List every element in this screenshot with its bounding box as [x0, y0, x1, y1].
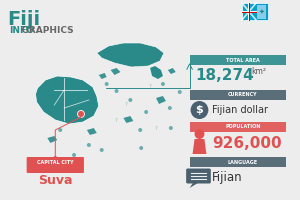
Polygon shape [87, 128, 97, 135]
Circle shape [168, 106, 172, 110]
Circle shape [128, 98, 132, 102]
Circle shape [53, 156, 57, 160]
Circle shape [144, 110, 148, 114]
FancyBboxPatch shape [190, 55, 286, 65]
Circle shape [58, 128, 62, 132]
Text: LANGUAGE: LANGUAGE [228, 160, 258, 164]
Text: $: $ [196, 105, 203, 115]
Text: 18,274: 18,274 [196, 68, 254, 82]
Polygon shape [47, 136, 57, 143]
Text: km²: km² [251, 66, 266, 75]
Circle shape [169, 126, 173, 130]
Circle shape [138, 128, 142, 132]
FancyBboxPatch shape [190, 157, 286, 167]
FancyBboxPatch shape [186, 168, 211, 184]
Text: ✦: ✦ [259, 8, 264, 15]
Polygon shape [193, 139, 206, 154]
FancyBboxPatch shape [190, 90, 286, 100]
Text: Fijian dollar: Fijian dollar [212, 105, 268, 115]
Polygon shape [97, 43, 164, 67]
Text: CURRENCY: CURRENCY [228, 92, 258, 98]
Polygon shape [190, 182, 200, 188]
Text: ?: ? [125, 102, 128, 108]
Circle shape [190, 101, 208, 119]
FancyBboxPatch shape [242, 3, 268, 20]
Text: TOTAL AREA: TOTAL AREA [226, 58, 260, 62]
Text: Fiji: Fiji [7, 10, 40, 29]
Circle shape [194, 129, 204, 139]
Circle shape [100, 148, 104, 152]
Circle shape [139, 146, 143, 150]
Circle shape [115, 89, 119, 93]
FancyBboxPatch shape [190, 122, 286, 132]
Circle shape [105, 82, 109, 86]
Text: Fijian: Fijian [212, 170, 243, 184]
Circle shape [72, 153, 76, 157]
Polygon shape [123, 116, 133, 123]
Polygon shape [99, 73, 107, 79]
Polygon shape [36, 76, 99, 124]
Text: CAPITAL CITY: CAPITAL CITY [37, 160, 74, 165]
Circle shape [87, 143, 91, 147]
Text: ?: ? [149, 84, 152, 90]
Circle shape [77, 110, 84, 117]
Text: POPULATION: POPULATION [225, 124, 261, 130]
Text: Suva: Suva [38, 173, 73, 186]
Text: INFO: INFO [9, 26, 34, 35]
Polygon shape [150, 66, 163, 79]
Text: ?: ? [115, 117, 118, 122]
FancyBboxPatch shape [256, 4, 266, 19]
Text: 926,000: 926,000 [212, 136, 282, 152]
Polygon shape [111, 68, 121, 75]
Text: ?: ? [154, 126, 158, 130]
Circle shape [178, 90, 182, 94]
Text: GRAPHICS: GRAPHICS [9, 26, 74, 35]
Polygon shape [156, 96, 166, 104]
Polygon shape [168, 68, 176, 74]
FancyBboxPatch shape [27, 157, 84, 173]
Circle shape [161, 82, 165, 86]
